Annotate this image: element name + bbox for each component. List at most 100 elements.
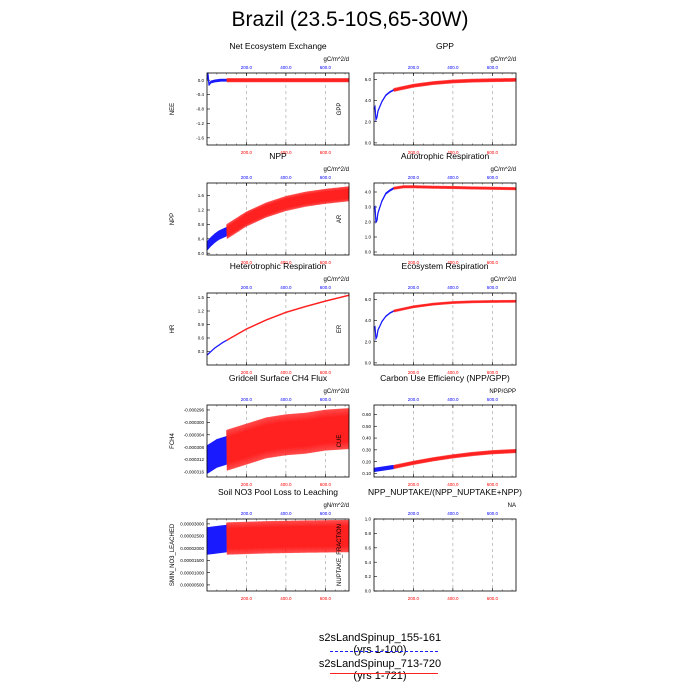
y-tick-label: 0.10 [362, 471, 371, 476]
x-tick-label-top: 400.0 [447, 397, 459, 402]
series-mean-1 [373, 187, 395, 224]
chart-title: Soil NO3 Pool Loss to Leaching [218, 487, 338, 497]
x-tick-label-bottom: 600.0 [320, 370, 332, 375]
series-line-2 [226, 186, 350, 239]
series-line-2 [226, 408, 350, 471]
series-mean-2 [393, 186, 517, 190]
chart-units: NA [508, 503, 516, 509]
series-line-1 [206, 524, 228, 555]
chart-title: Ecosystem Respiration [402, 261, 489, 271]
x-tick-label-top: 400.0 [280, 285, 292, 290]
chart-units: NPP/GPP [489, 389, 516, 395]
y-tick-label: 0.9 [198, 322, 205, 327]
x-tick-label-bottom: 200.0 [408, 260, 420, 265]
y-axis-label: AR [337, 214, 343, 223]
plot-frame [373, 518, 517, 592]
x-tick-label-bottom: 200.0 [408, 482, 420, 487]
plot-frame [373, 182, 517, 256]
series-mean-1 [373, 310, 395, 341]
plot-frame [206, 182, 350, 256]
chart-title: GPP [436, 41, 454, 51]
x-tick-label-bottom: 400.0 [447, 260, 459, 265]
y-tick-label: 4.0 [365, 190, 372, 195]
y-tick-label: 6.0 [365, 77, 372, 82]
chart-units: gN/m^2/d [324, 503, 350, 509]
chart-title: NPP [269, 151, 287, 161]
x-tick-label-top: 400.0 [280, 65, 292, 70]
x-tick-label-bottom: 400.0 [447, 596, 459, 601]
y-tick-label: 4.0 [365, 98, 372, 103]
y-tick-label: 0.0 [198, 78, 205, 83]
series-line-2 [226, 78, 350, 83]
y-tick-label: -0.4 [196, 92, 204, 97]
x-tick-label-top: 400.0 [280, 175, 292, 180]
legend-swatch-run2 [330, 673, 438, 674]
y-tick-label: 3.0 [365, 205, 372, 210]
y-tick-label: 2.0 [365, 220, 372, 225]
y-tick-label: 1.0 [365, 517, 372, 522]
y-tick-label: 0.50 [362, 424, 371, 429]
plot-frame [373, 292, 517, 366]
series-line-2 [226, 294, 350, 341]
chart-title: Carbon Use Efficiency (NPP/GPP) [380, 373, 510, 383]
x-tick-label-bottom: 400.0 [280, 150, 292, 155]
y-axis-label: NEE [170, 103, 176, 115]
x-tick-label-bottom: 200.0 [408, 370, 420, 375]
x-tick-label-bottom: 200.0 [241, 482, 253, 487]
figure-title: Brazil (23.5-10S,65-30W) [231, 8, 469, 31]
x-tick-label-top: 400.0 [447, 175, 459, 180]
legend-swatch-run1 [330, 651, 438, 652]
x-tick-label-top: 200.0 [241, 511, 253, 516]
legend-label-run1: s2sLandSpinup_155-161 (yrs 1-100) [318, 632, 442, 656]
chart-units: gC/m^2/d [491, 57, 517, 63]
series-mean-1 [206, 537, 227, 542]
x-tick-label-top: 200.0 [408, 511, 420, 516]
y-tick-label: 0.0 [198, 251, 205, 256]
chart-units: gC/m^2/d [324, 389, 350, 395]
x-tick-label-bottom: 600.0 [487, 370, 499, 375]
x-tick-label-bottom: 400.0 [280, 596, 292, 601]
x-tick-label-top: 200.0 [408, 285, 420, 290]
x-tick-label-bottom: 200.0 [241, 150, 253, 155]
x-tick-label-bottom: 400.0 [280, 370, 292, 375]
y-tick-label: 0.0 [365, 140, 372, 145]
chart-units: gC/m^2/d [324, 57, 350, 63]
x-tick-label-top: 400.0 [280, 511, 292, 516]
y-tick-label: -0.000304 [184, 432, 205, 437]
x-tick-label-bottom: 400.0 [447, 482, 459, 487]
y-tick-label: 2.0 [365, 339, 372, 344]
y-tick-label: 0.00001000 [180, 570, 204, 575]
x-tick-label-top: 600.0 [320, 175, 332, 180]
x-tick-label-bottom: 600.0 [320, 260, 332, 265]
y-tick-label: 0.00000500 [180, 582, 204, 587]
series-mean-1 [206, 449, 227, 461]
series-mean-1 [206, 339, 228, 356]
y-tick-label: 1.2 [198, 309, 205, 314]
x-tick-label-bottom: 200.0 [241, 596, 253, 601]
x-tick-label-top: 600.0 [320, 397, 332, 402]
x-tick-label-bottom: 200.0 [241, 260, 253, 265]
series-mean-2 [393, 300, 517, 312]
y-axis-label: NUPTAKE_FRACTION [337, 524, 343, 586]
chart-units: gC/m^2/d [491, 277, 517, 283]
chart-panel-8: Soil NO3 Pool Loss to Leaching gN/m^2/d 20… [170, 487, 350, 601]
y-tick-label: -0.000312 [184, 457, 205, 462]
x-tick-label-top: 600.0 [320, 285, 332, 290]
plot-frame [206, 292, 350, 366]
plot-frame [373, 404, 517, 478]
x-tick-label-bottom: 600.0 [320, 150, 332, 155]
x-tick-label-top: 400.0 [447, 285, 459, 290]
y-tick-label: 0.00002500 [180, 534, 204, 539]
y-axis-label: ER [337, 324, 343, 333]
series-mean-2 [226, 427, 350, 451]
y-tick-label: 4.0 [365, 318, 372, 323]
x-tick-label-bottom: 600.0 [487, 260, 499, 265]
series-line-1 [206, 227, 228, 251]
y-axis-label: GPP [337, 103, 343, 116]
y-tick-label: 0.4 [198, 236, 205, 241]
plot-frame [206, 404, 350, 478]
series-mean-1 [206, 231, 227, 247]
x-tick-label-top: 200.0 [241, 285, 253, 290]
y-tick-label: 1.6 [198, 193, 205, 198]
